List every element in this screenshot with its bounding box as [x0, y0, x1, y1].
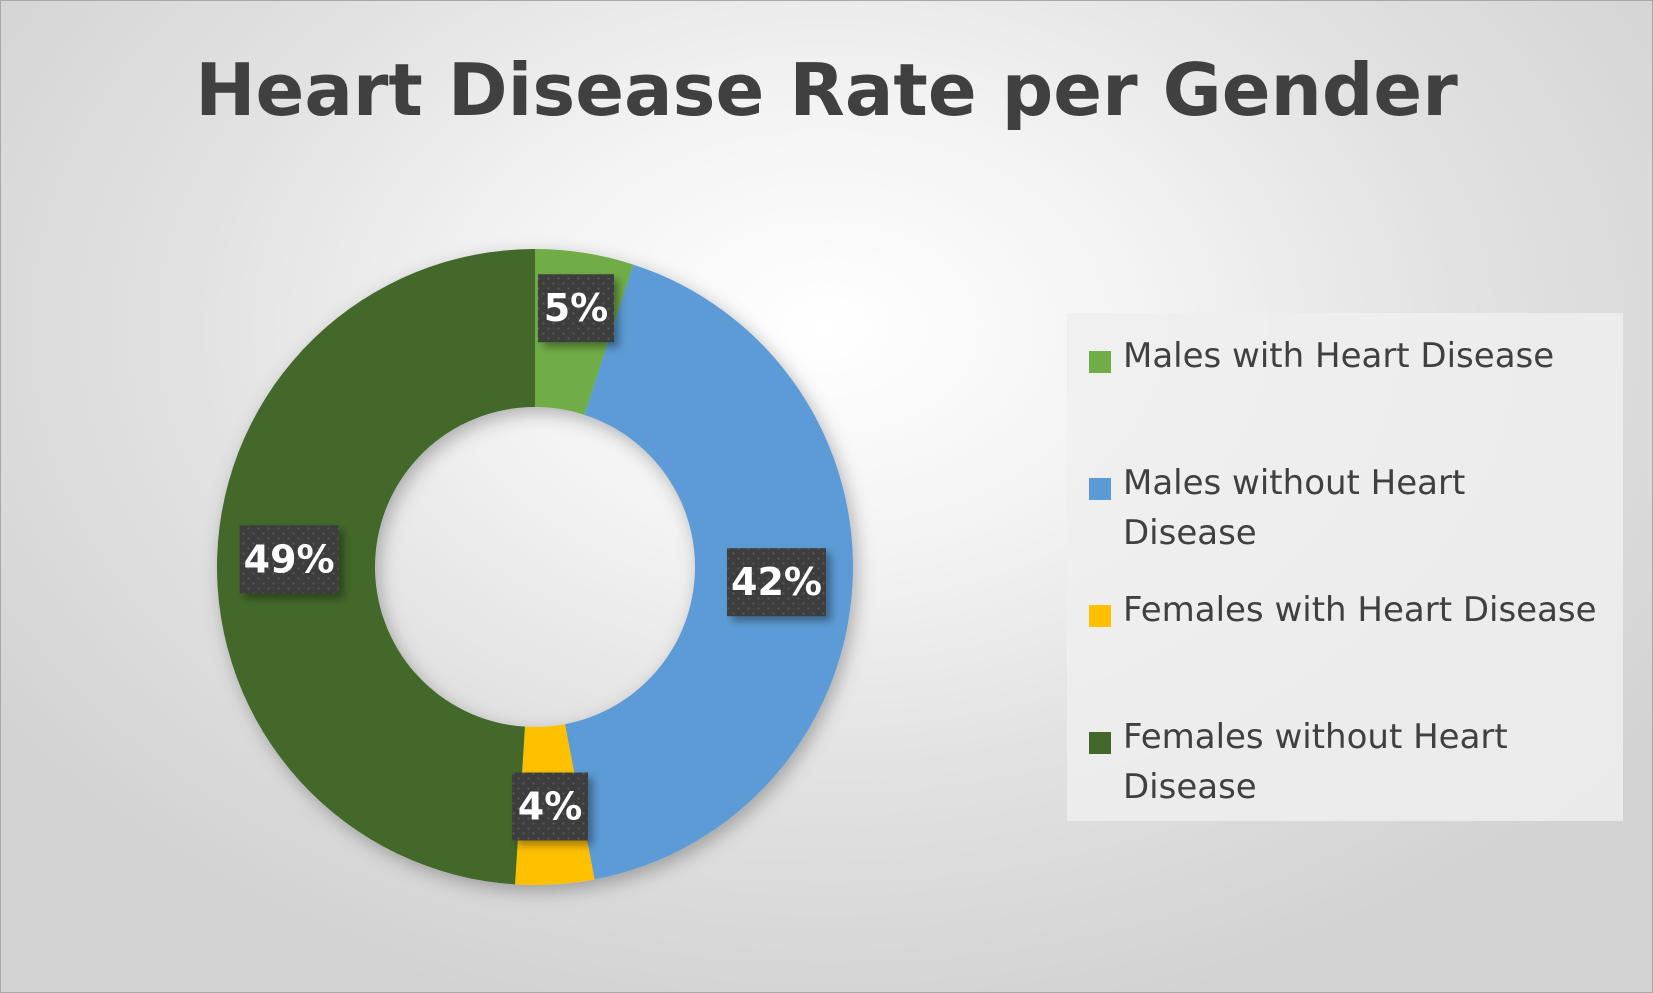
data-label: 42%: [727, 548, 827, 617]
donut-slice: [564, 264, 854, 880]
data-label-box: [537, 274, 614, 343]
chart-title: Heart Disease Rate per Gender: [195, 48, 1458, 132]
legend-swatch: [1089, 605, 1111, 627]
legend-swatch: [1089, 478, 1111, 500]
data-label: 4%: [512, 772, 589, 841]
legend-item: Males without Heart Disease: [1089, 458, 1603, 585]
legend-label: Males with Heart Disease: [1123, 336, 1555, 376]
data-label-text: 42%: [731, 560, 822, 604]
legend-label: Females with Heart Disease: [1123, 590, 1597, 630]
legend-item: Females without Heart Disease: [1089, 712, 1603, 839]
legend-item: Males with Heart Disease: [1089, 331, 1603, 458]
data-label-text: 4%: [518, 785, 583, 829]
legend-label: Males without Heart Disease: [1123, 463, 1466, 553]
data-label-text: 49%: [244, 537, 335, 581]
legend-swatch: [1089, 351, 1111, 373]
donut-slice: [217, 249, 535, 885]
data-label: 5%: [537, 274, 614, 343]
legend-swatch: [1089, 732, 1111, 754]
data-label-box: [239, 525, 339, 594]
legend-item: Females with Heart Disease: [1089, 585, 1603, 712]
data-label-text: 5%: [544, 286, 609, 330]
legend-label: Females without Heart Disease: [1123, 717, 1508, 807]
data-label: 49%: [239, 525, 339, 594]
data-label-box: [512, 772, 589, 841]
data-label-box: [727, 548, 827, 617]
legend: Males with Heart Disease Males without H…: [1067, 313, 1623, 821]
